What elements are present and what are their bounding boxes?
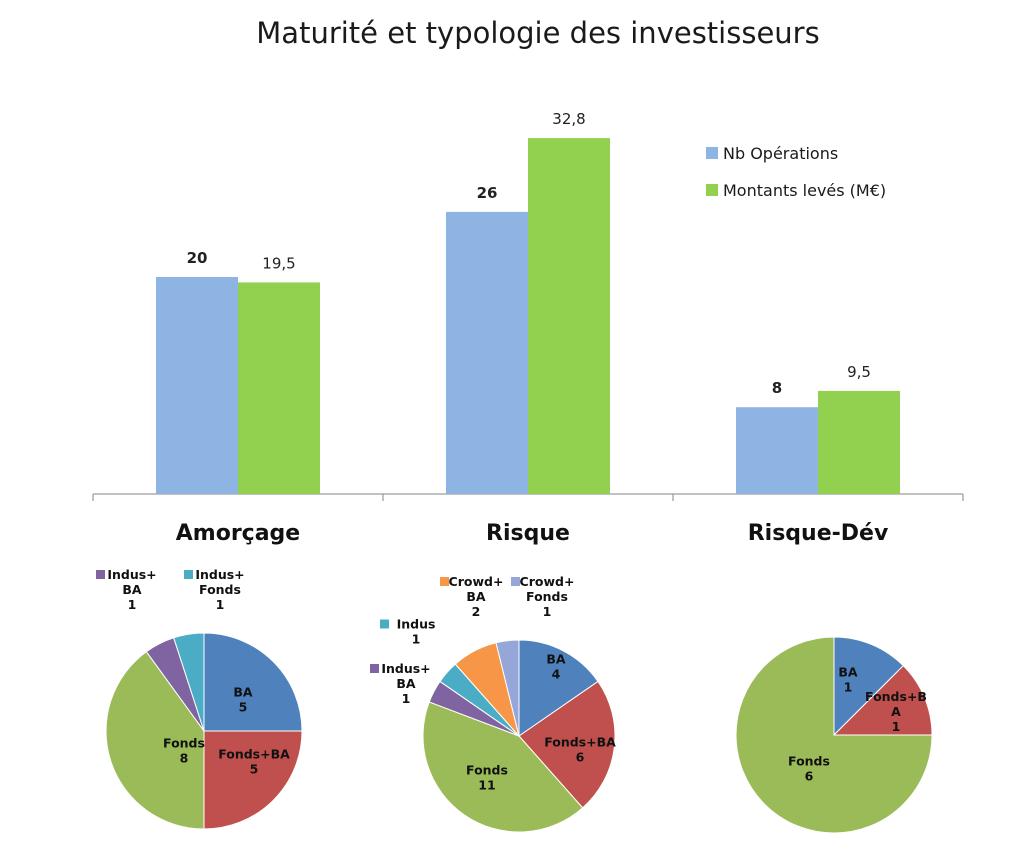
data-label-montants-leves-m-risque: 32,8 [552,110,585,128]
pie-label-marker-risque-indus [380,619,389,629]
pie-label-marker-risque-indus-ba [370,664,379,673]
legend-label-nb-operations: Nb Opérations [723,144,838,163]
pie-label-marker-risque-crowd-ba [440,577,449,586]
pie-slice-amorcage-fonds-ba [203,730,303,830]
pie-slice-risque-ba [518,639,599,737]
bar-chart: Amorçage 20 19,5 Risque 26 32,8 Risque-Dév 8 9,5 [92,110,964,546]
pie-label-marker-risque-crowd-fonds [511,577,520,586]
legend: Nb Opérations Montants levés (M€) [706,144,886,200]
pie-label-risque-dev-fonds: Fonds 6 [788,754,830,784]
pie-slice-risque-fonds [422,701,584,833]
legend-swatch-nb-operations [706,147,718,159]
pie-slice-amorcage-ba [203,632,303,732]
x-tick-label-amorcage: Amorçage [176,521,300,546]
bar-nb-operations-risque [446,211,528,494]
pie-slice-risque-crowd-fonds [495,639,520,737]
pie-label-amorcage-fonds: Fonds 8 [163,736,205,766]
pie-slice-risque-dev-fonds [735,636,933,834]
pie-label-risque-indus: Indus 1 [397,617,436,647]
pie-label-risque-ba: BA 4 [546,652,566,682]
bar-nb-operations-risque-dev [736,407,818,494]
pie-slice-amorcage-fonds [105,651,205,830]
data-label-nb-operations-amorcage: 20 [187,249,208,267]
bar-montants-leves-m-amorcage [238,282,320,494]
pie-label-amorcage-indus-ba: Indus+ BA 1 [107,567,156,612]
pie-label-risque-crowd-ba: Crowd+ BA 2 [449,574,504,619]
pie-label-amorcage-indus-fonds: Indus+ Fonds 1 [195,567,244,612]
data-label-nb-operations-risque-dev: 8 [772,379,782,397]
pie-risque: BA 4 Fonds+BA 6 Fonds 11 Indus+ BA 1 Indus 1 Crowd+… [370,574,616,833]
pie-label-risque-fonds: Fonds 11 [466,763,508,793]
x-tick-label-risque: Risque [486,521,570,546]
pie-label-marker-amorcage-indus-ba [96,570,105,579]
bar-montants-leves-m-risque-dev [818,390,900,494]
pie-label-risque-dev-ba: BA 1 [838,665,858,695]
chart-title: Maturité et typologie des investisseurs [256,16,819,50]
legend-label-montants-leves-m: Montants levés (M€) [723,181,886,200]
x-tick-label-risque-dev: Risque-Dév [748,521,889,546]
pie-risque-dev: BA 1 Fonds+B A 1 Fonds 6 [735,636,933,834]
data-label-montants-leves-m-amorcage: 19,5 [262,254,295,272]
pie-label-marker-amorcage-indus-fonds [184,570,193,579]
pie-amorcage: BA 5 Fonds+BA 5 Fonds 8 Indus+ BA 1 Indus+ Fonds 1 [96,567,303,830]
pie-slice-risque-fonds-ba [518,680,616,809]
bar-nb-operations-amorcage [156,277,238,494]
data-label-nb-operations-risque: 26 [477,184,498,202]
pie-slice-risque-dev-ba [833,636,905,737]
legend-swatch-montants-leves-m [706,184,718,196]
bar-montants-leves-m-risque [528,138,610,494]
pie-label-amorcage-ba: BA 5 [233,685,253,715]
pie-slice-risque-dev-fonds-b-a [832,664,933,736]
pie-label-risque-crowd-fonds: Crowd+ Fonds 1 [520,574,575,619]
pie-label-amorcage-fonds-ba: Fonds+BA 5 [218,747,290,777]
pie-label-risque-indus-ba: Indus+ BA 1 [381,661,430,706]
pie-label-risque-fonds-ba: Fonds+BA 6 [544,735,616,765]
pie-slice-amorcage-indus-fonds [173,632,205,732]
pie-label-risque-dev-fonds-b-a: Fonds+B A 1 [865,689,927,734]
data-label-montants-leves-m-risque-dev: 9,5 [847,363,871,381]
